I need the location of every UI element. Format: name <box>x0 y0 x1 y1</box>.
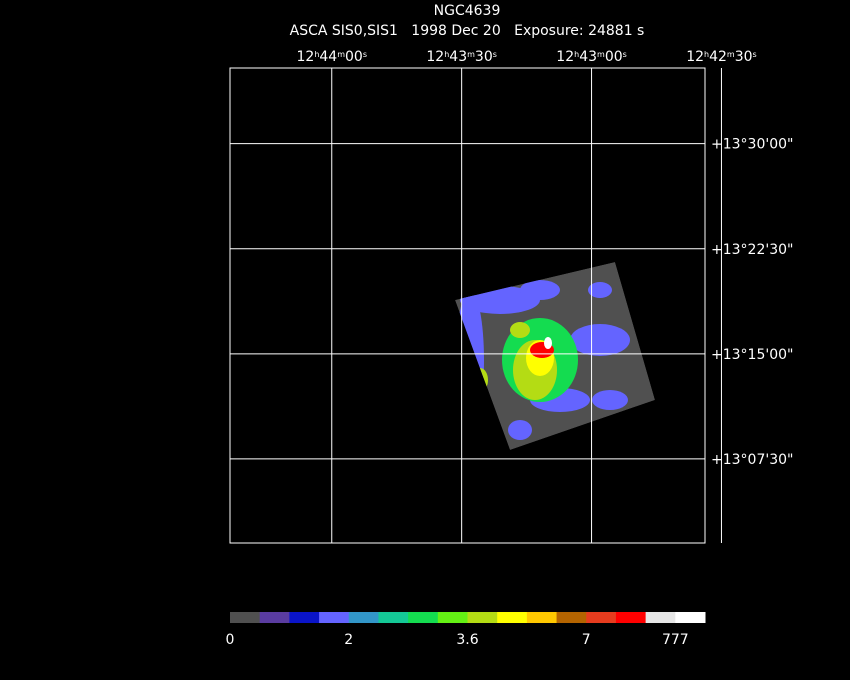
colorbar-label: 7 <box>582 632 591 648</box>
y-tick-label: +13°30'00" <box>711 137 793 153</box>
colorbar-swatch <box>615 612 647 623</box>
colorbar-swatch <box>378 612 409 623</box>
colorbar-swatch <box>645 612 676 623</box>
x-tick-label: 12h44m00s <box>296 49 367 65</box>
x-tick-label: 12h43m30s <box>426 49 497 65</box>
xray-image <box>455 262 655 450</box>
colorbar-swatch <box>230 612 261 623</box>
y-tick-label: +13°22'30" <box>711 242 793 258</box>
chart-title: NGC4639 <box>434 3 501 19</box>
colorbar-swatch <box>348 612 379 623</box>
colorbar-label: 0 <box>226 632 235 648</box>
plot-frame <box>229 67 706 544</box>
colorbar-swatch <box>437 612 468 623</box>
colorbar-swatch <box>675 612 706 623</box>
colorbar-swatch <box>408 612 439 623</box>
x-tick-label: 12h43m00s <box>556 49 627 65</box>
colorbar-swatch <box>497 612 528 623</box>
y-tick-label: +13°07'30" <box>711 452 793 468</box>
colorbar-label: 3.6 <box>456 632 478 648</box>
colorbar-swatch <box>526 612 558 623</box>
colorbar-swatch <box>319 612 350 623</box>
colorbar-swatch <box>289 612 320 623</box>
x-tick-label: 12h42m30s <box>686 49 757 65</box>
colorbar-label: 2 <box>344 632 353 648</box>
colorbar-swatch <box>259 612 290 623</box>
colorbar-swatch <box>586 612 617 623</box>
colorbar-swatch <box>556 612 587 623</box>
colorbar-label: 777 <box>662 632 689 648</box>
chart-subtitle: ASCA SIS0,SIS1 1998 Dec 20 Exposure: 248… <box>290 23 645 39</box>
y-tick-label: +13°15'00" <box>711 347 793 363</box>
colorbar-swatch <box>467 612 498 623</box>
